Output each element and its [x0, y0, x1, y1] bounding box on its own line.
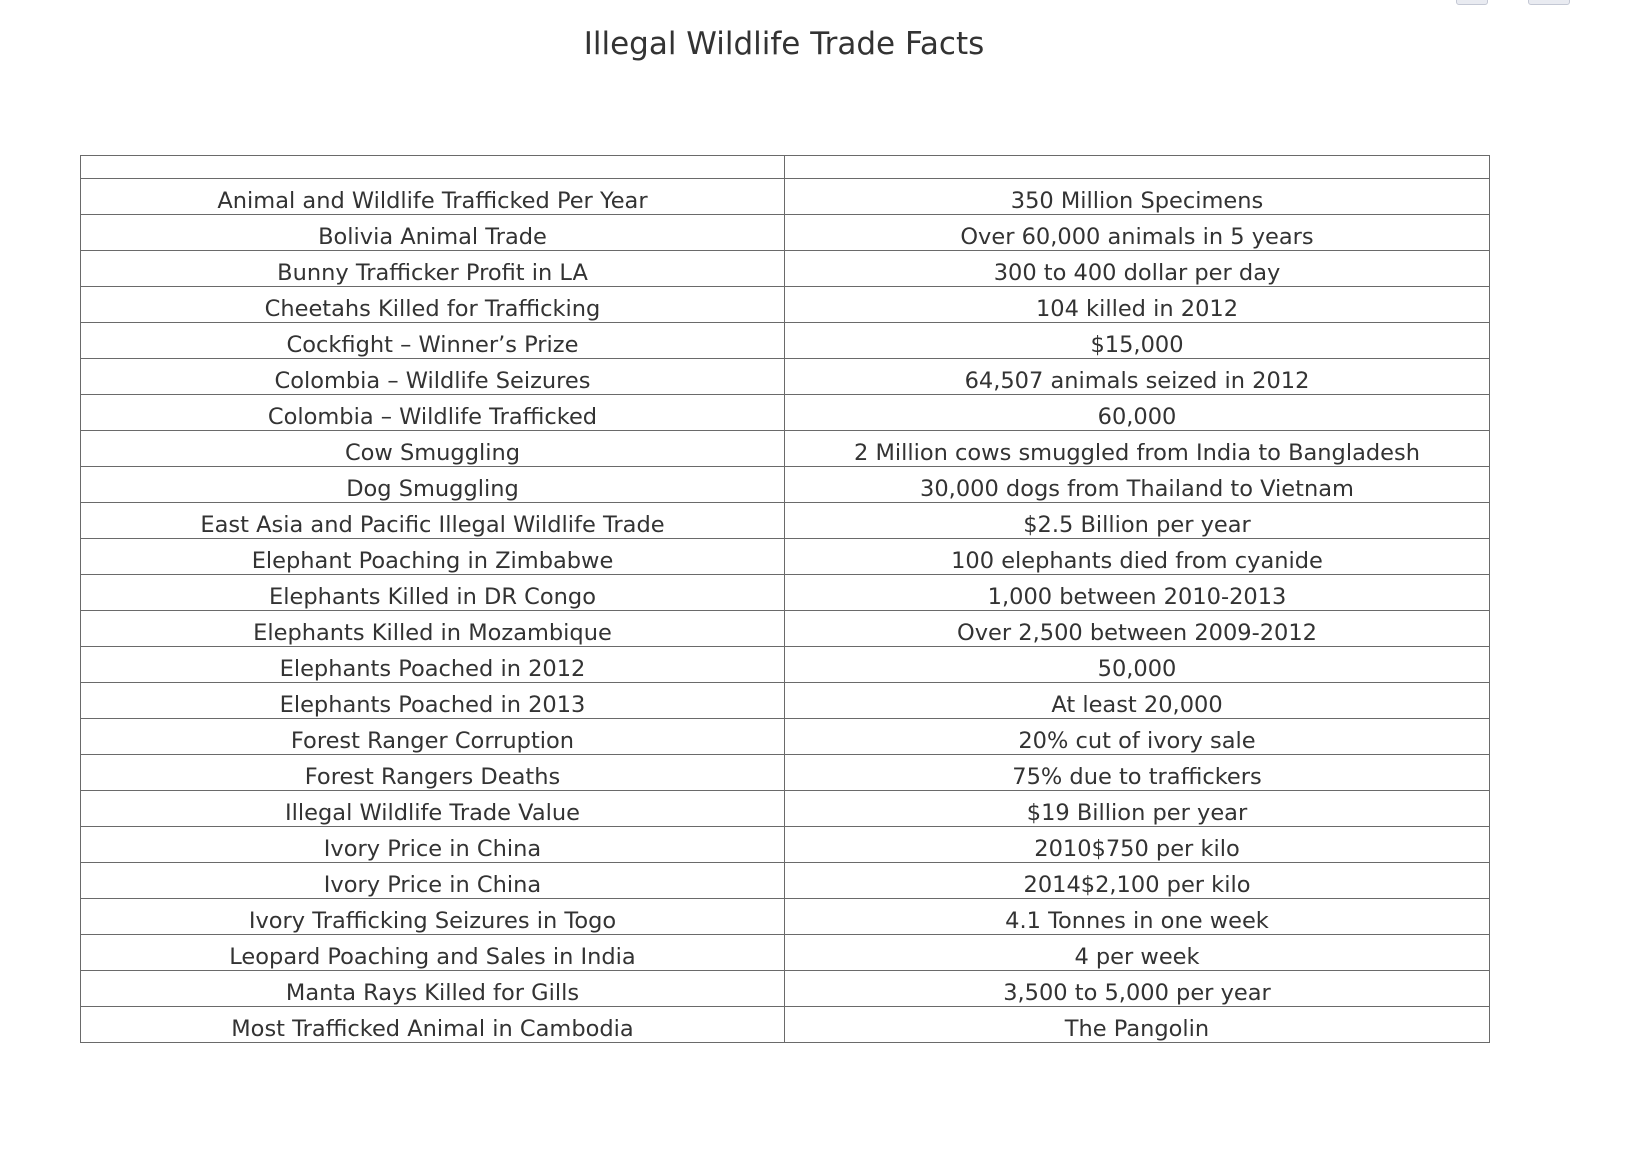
table-row: Leopard Poaching and Sales in India 4 per…	[80, 934, 1490, 971]
fact-cell: Cheetahs Killed for Trafficking	[80, 286, 785, 323]
value-cell: Over 2,500 between 2009-2012	[784, 610, 1490, 647]
page-title: Illegal Wildlife Trade Facts	[583, 26, 985, 62]
fact-cell: Ivory Price in China	[80, 862, 785, 899]
table-row: Bolivia Animal Trade Over 60,000 animals …	[80, 214, 1490, 251]
table-row: Elephants Poached in 2012 50,000	[80, 646, 1490, 683]
table-row: Dog Smuggling 30,000 dogs from Thailand t…	[80, 466, 1490, 503]
fact-cell: Bunny Trafficker Profit in LA	[80, 250, 785, 287]
table-row: Illegal Wildlife Trade Value $19 Billion …	[80, 790, 1490, 827]
fact-cell: Manta Rays Killed for Gills	[80, 970, 785, 1007]
value-cell: $19 Billion per year	[784, 790, 1490, 827]
facts-table: Animal and Wildlife Trafficked Per Year 3…	[80, 155, 1490, 1043]
fact-cell: Elephants Killed in Mozambique	[80, 610, 785, 647]
value-cell: 2010$750 per kilo	[784, 826, 1490, 863]
value-cell: At least 20,000	[784, 682, 1490, 719]
fact-cell: Elephants Poached in 2012	[80, 646, 785, 683]
fact-cell: Elephant Poaching in Zimbabwe	[80, 538, 785, 575]
value-cell: 3,500 to 5,000 per year	[784, 970, 1490, 1007]
fact-cell: Colombia – Wildlife Seizures	[80, 358, 785, 395]
value-cell: $15,000	[784, 322, 1490, 359]
table-row: Colombia – Wildlife Trafficked 60,000	[80, 394, 1490, 431]
value-cell: 104 killed in 2012	[784, 286, 1490, 323]
fact-cell: Elephants Poached in 2013	[80, 682, 785, 719]
table-row: Bunny Trafficker Profit in LA 300 to 400 …	[80, 250, 1490, 287]
fact-cell: Colombia – Wildlife Trafficked	[80, 394, 785, 431]
table-row: Elephants Killed in DR Congo 1,000 betwee…	[80, 574, 1490, 611]
toolbar-button[interactable]	[1528, 0, 1570, 5]
fact-cell: Dog Smuggling	[80, 466, 785, 503]
value-cell: The Pangolin	[784, 1006, 1490, 1043]
fact-cell: Bolivia Animal Trade	[80, 214, 785, 251]
table-row: Cheetahs Killed for Trafficking 104 kille…	[80, 286, 1490, 323]
facts-table-body: Animal and Wildlife Trafficked Per Year 3…	[80, 155, 1490, 1043]
value-cell: 4 per week	[784, 934, 1490, 971]
value-cell: 1,000 between 2010-2013	[784, 574, 1490, 611]
table-row: Forest Rangers Deaths 75% due to traffick…	[80, 754, 1490, 791]
value-cell: 350 Million Specimens	[784, 178, 1490, 215]
fact-cell: Ivory Price in China	[80, 826, 785, 863]
fact-cell: Ivory Trafficking Seizures in Togo	[80, 898, 785, 935]
table-header-cell	[784, 155, 1490, 179]
value-cell: 64,507 animals seized in 2012	[784, 358, 1490, 395]
table-row: Cockfight – Winner’s Prize $15,000	[80, 322, 1490, 359]
table-row: Forest Ranger Corruption 20% cut of ivory…	[80, 718, 1490, 755]
value-cell: Over 60,000 animals in 5 years	[784, 214, 1490, 251]
table-header-row	[80, 155, 1490, 179]
value-cell: 30,000 dogs from Thailand to Vietnam	[784, 466, 1490, 503]
table-row: Elephant Poaching in Zimbabwe 100 elephan…	[80, 538, 1490, 575]
fact-cell: Forest Rangers Deaths	[80, 754, 785, 791]
value-cell: $2.5 Billion per year	[784, 502, 1490, 539]
table-row: Cow Smuggling 2 Million cows smuggled fro…	[80, 430, 1490, 467]
toolbar-button[interactable]	[1456, 0, 1488, 5]
value-cell: 60,000	[784, 394, 1490, 431]
value-cell: 2014$2,100 per kilo	[784, 862, 1490, 899]
value-cell: 300 to 400 dollar per day	[784, 250, 1490, 287]
table-row: Animal and Wildlife Trafficked Per Year 3…	[80, 178, 1490, 215]
table-row: Colombia – Wildlife Seizures 64,507 anima…	[80, 358, 1490, 395]
value-cell: 2 Million cows smuggled from India to Ba…	[784, 430, 1490, 467]
value-cell: 4.1 Tonnes in one week	[784, 898, 1490, 935]
table-row: Ivory Price in China 2010$750 per kilo	[80, 826, 1490, 863]
table-row: Elephants Poached in 2013 At least 20,000	[80, 682, 1490, 719]
value-cell: 75% due to traffickers	[784, 754, 1490, 791]
table-row: Manta Rays Killed for Gills 3,500 to 5,00…	[80, 970, 1490, 1007]
fact-cell: East Asia and Pacific Illegal Wildlife T…	[80, 502, 785, 539]
fact-cell: Leopard Poaching and Sales in India	[80, 934, 785, 971]
fact-cell: Elephants Killed in DR Congo	[80, 574, 785, 611]
facts-table-container: Animal and Wildlife Trafficked Per Year 3…	[80, 155, 1490, 1043]
table-row: Most Trafficked Animal in Cambodia The Pa…	[80, 1006, 1490, 1043]
fact-cell: Animal and Wildlife Trafficked Per Year	[80, 178, 785, 215]
table-header-cell	[80, 155, 785, 179]
table-row: Elephants Killed in Mozambique Over 2,500…	[80, 610, 1490, 647]
table-row: East Asia and Pacific Illegal Wildlife T…	[80, 502, 1490, 539]
table-row: Ivory Price in China 2014$2,100 per kilo	[80, 862, 1490, 899]
fact-cell: Cockfight – Winner’s Prize	[80, 322, 785, 359]
fact-cell: Illegal Wildlife Trade Value	[80, 790, 785, 827]
fact-cell: Forest Ranger Corruption	[80, 718, 785, 755]
fact-cell: Cow Smuggling	[80, 430, 785, 467]
value-cell: 20% cut of ivory sale	[784, 718, 1490, 755]
fact-cell: Most Trafficked Animal in Cambodia	[80, 1006, 785, 1043]
value-cell: 50,000	[784, 646, 1490, 683]
value-cell: 100 elephants died from cyanide	[784, 538, 1490, 575]
table-row: Ivory Trafficking Seizures in Togo 4.1 To…	[80, 898, 1490, 935]
